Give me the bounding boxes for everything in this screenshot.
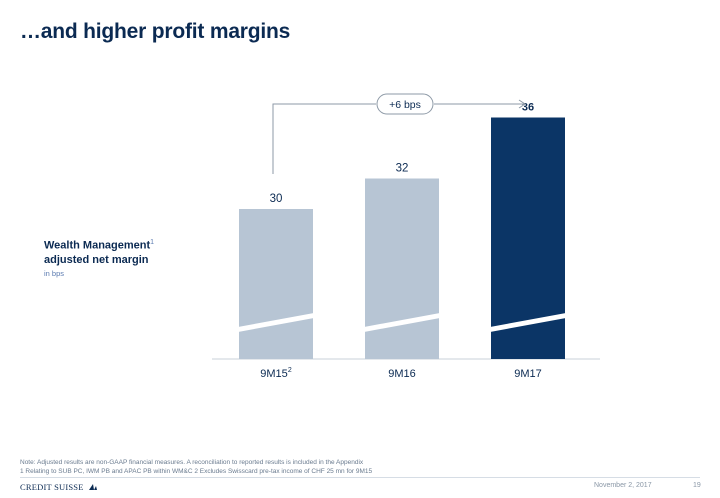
axis-break-mark bbox=[364, 313, 440, 332]
arrow-head-icon bbox=[518, 99, 526, 109]
footer-date: November 2, 2017 bbox=[594, 482, 652, 489]
category-label: 9M152 bbox=[260, 367, 292, 380]
metric-label: Wealth Management1 adjusted net margin i… bbox=[44, 236, 194, 278]
footnotes: Note: Adjusted results are non-GAAP fina… bbox=[20, 458, 372, 476]
metric-title-line2: adjusted net margin bbox=[44, 253, 149, 266]
credit-suisse-logo: CREDIT SUISSE bbox=[20, 482, 98, 492]
annotation-bracket-left bbox=[272, 103, 376, 174]
page-number: 19 bbox=[693, 482, 701, 489]
annotation-label: +6 bps bbox=[389, 99, 421, 111]
page-title: …and higher profit margins bbox=[20, 20, 291, 43]
footer-divider bbox=[20, 477, 700, 478]
metric-title-line1: Wealth Management1 bbox=[44, 239, 155, 252]
category-label: 9M16 bbox=[388, 368, 416, 380]
value-label: 30 bbox=[270, 193, 283, 205]
bar-9m16 bbox=[365, 178, 439, 359]
metric-unit: in bps bbox=[44, 268, 65, 278]
bar-9m15 bbox=[239, 209, 313, 359]
annotation-pill bbox=[376, 93, 434, 115]
sail-icon bbox=[88, 484, 97, 490]
category-label: 9M17 bbox=[514, 368, 542, 380]
logo-text: CREDIT SUISSE bbox=[20, 482, 84, 492]
footnote-marker: 1 bbox=[150, 239, 155, 246]
value-label: 32 bbox=[396, 163, 409, 175]
category-superscript: 2 bbox=[288, 367, 292, 374]
axis-break-mark bbox=[238, 313, 314, 332]
axis-break-mark bbox=[490, 313, 566, 332]
note-line-2: 1 Relating to SUB PC, IWM PB and APAC PB… bbox=[20, 468, 373, 475]
note-line-1: Note: Adjusted results are non-GAAP fina… bbox=[20, 459, 364, 466]
